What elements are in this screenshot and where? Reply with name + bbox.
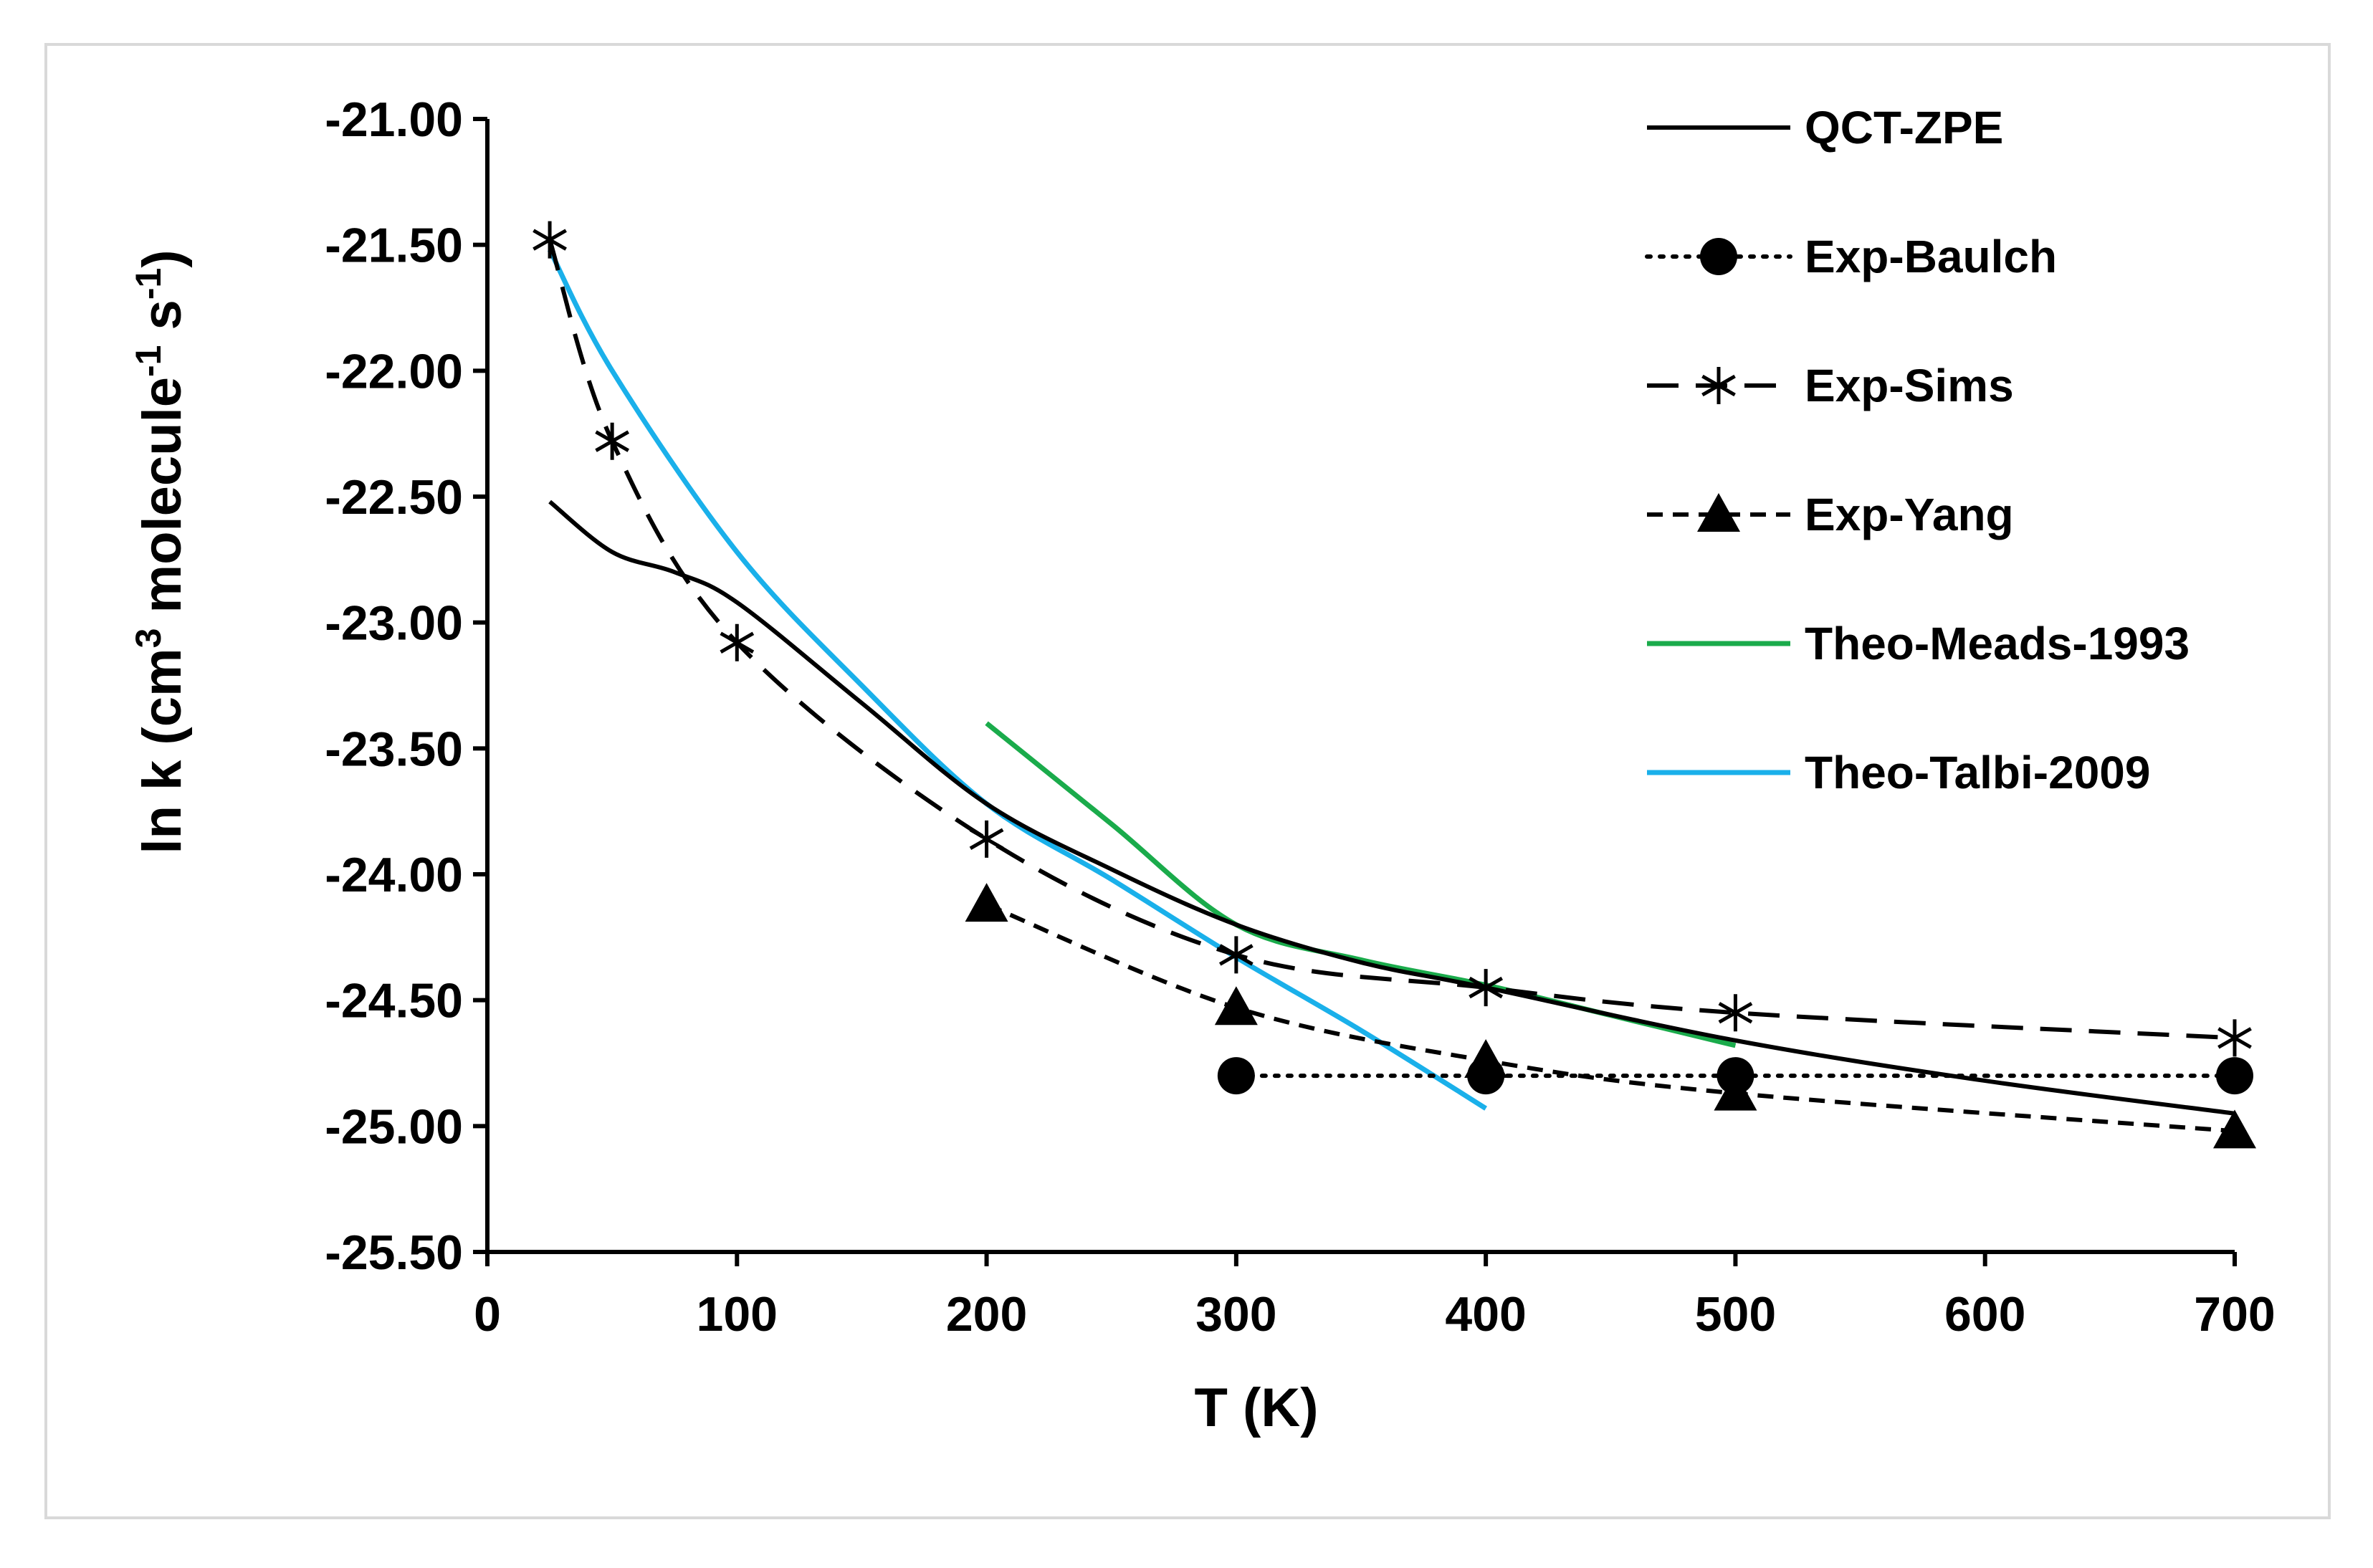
x-tick-label: 0 [474, 1287, 501, 1342]
x-tick-label: 400 [1445, 1287, 1526, 1342]
legend-label: Theo-Meads-1993 [1805, 618, 2190, 669]
legend-label: Exp-Baulch [1805, 231, 2057, 282]
exp-baulch-point [2216, 1057, 2253, 1095]
series-exp-yang [965, 883, 2256, 1149]
x-tick-label: 300 [1195, 1287, 1276, 1342]
y-tick-label: -23.00 [325, 596, 463, 651]
y-tick-label: -24.00 [325, 848, 463, 902]
asterisk-stroke [969, 828, 1004, 850]
exp-sims-point [1718, 994, 1753, 1032]
x-tick-label: 500 [1695, 1287, 1776, 1342]
legend-item-qct-zpe: QCT-ZPE [1647, 102, 2003, 153]
legend-marker [1697, 493, 1740, 532]
asterisk-stroke [1469, 976, 1504, 999]
y-tick-label: -22.50 [325, 470, 463, 525]
exp-yang-point [965, 883, 1008, 922]
asterisk-stroke [595, 430, 630, 452]
asterisk-stroke [1701, 374, 1736, 397]
y-tick-label: -21.00 [325, 92, 463, 147]
theo-meads-1993-line [985, 721, 1737, 1048]
exp-yang-point [1464, 1038, 1508, 1078]
legend-marker [1701, 367, 1736, 404]
series-qct-zpe [548, 499, 2235, 1116]
series-exp-sims [533, 221, 2252, 1057]
y-tick-label: -21.50 [325, 219, 463, 273]
legend-marker [1700, 238, 1737, 275]
legend-item-theo-meads-1993: Theo-Meads-1993 [1647, 618, 2190, 669]
legend-item-exp-sims: Exp-Sims [1647, 360, 2014, 411]
series-layer [533, 221, 2256, 1149]
exp-sims-point [1218, 936, 1254, 974]
figure-frame [44, 43, 2331, 1519]
legend-item-exp-baulch: Exp-Baulch [1645, 231, 2057, 282]
x-tick-label: 700 [2194, 1287, 2275, 1342]
asterisk-stroke [1718, 1002, 1753, 1024]
y-tick-label: -23.50 [325, 722, 463, 776]
y-tick-label: -25.50 [325, 1225, 463, 1280]
exp-sims-point [595, 422, 630, 460]
asterisk-stroke [720, 631, 755, 654]
exp-yang-line [985, 902, 2235, 1134]
series-theo-meads-1993 [985, 721, 1737, 1048]
exp-sims-point [969, 820, 1004, 858]
legend-item-theo-talbi-2009: Theo-Talbi-2009 [1647, 747, 2150, 798]
exp-sims-point [2217, 1019, 2252, 1057]
axes: -21.00 -21.50 -22.00 -22.50 -23.00 -23.50 -24.… [325, 92, 2276, 1342]
exp-sims-point [533, 221, 567, 259]
legend: QCT-ZPE Exp-Baulch Exp-Sims Exp-Yang Theo-Me… [1645, 102, 2190, 798]
legend-label: QCT-ZPE [1805, 102, 2003, 153]
series-theo-talbi-2009 [547, 249, 1487, 1111]
exp-yang-point [1714, 1071, 1757, 1111]
x-axis-title: T (K) [1194, 1377, 1318, 1438]
legend-item-exp-yang: Exp-Yang [1647, 489, 2014, 540]
x-tick-label: 600 [1944, 1287, 2025, 1342]
exp-yang-point [1214, 986, 1258, 1026]
asterisk-stroke [1218, 944, 1254, 966]
y-tick-label: -25.00 [325, 1099, 463, 1154]
y-tick-label: -22.00 [325, 344, 463, 398]
exp-sims-point [1469, 969, 1504, 1007]
exp-sims-point [720, 623, 755, 661]
theo-talbi-2009-line [547, 249, 1487, 1111]
exp-yang-point [2213, 1109, 2256, 1149]
qct-zpe-line [548, 499, 2235, 1116]
legend-label: Theo-Talbi-2009 [1805, 747, 2150, 798]
legend-label: Exp-Sims [1805, 360, 2014, 411]
x-tick-label: 100 [697, 1287, 778, 1342]
y-axis-title: ln k (cm3 molecule-1 s-1) [128, 249, 193, 854]
legend-label: Exp-Yang [1805, 489, 2014, 540]
exp-sims-line [548, 239, 2235, 1041]
asterisk-stroke [2217, 1027, 2252, 1049]
exp-baulch-point [1217, 1057, 1255, 1095]
y-tick-label: -24.50 [325, 974, 463, 1028]
x-tick-label: 200 [946, 1287, 1027, 1342]
asterisk-stroke [533, 229, 567, 251]
